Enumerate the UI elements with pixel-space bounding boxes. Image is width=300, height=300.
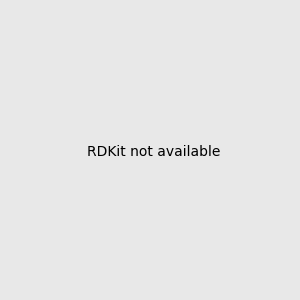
Text: RDKit not available: RDKit not available <box>87 145 220 158</box>
